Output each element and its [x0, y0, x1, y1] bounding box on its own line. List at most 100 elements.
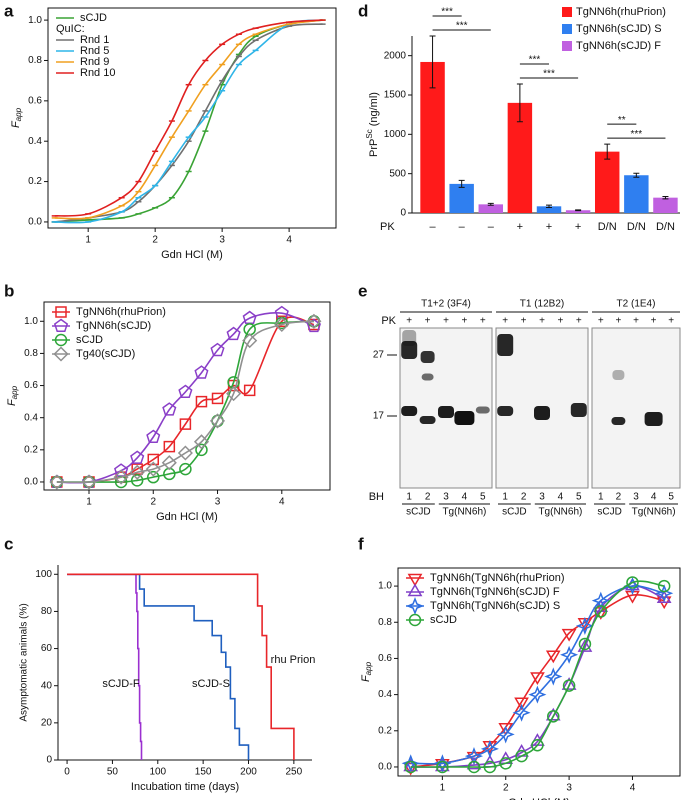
- marker: [146, 429, 161, 443]
- pk-label: +: [633, 316, 639, 327]
- y-tick-label: 1.0: [28, 15, 42, 26]
- error-bar: [633, 172, 640, 178]
- legend-label: Rnd 5: [80, 45, 109, 57]
- marker: [306, 313, 322, 329]
- legend-swatch: [562, 7, 572, 17]
- panel-letter: c: [4, 534, 13, 553]
- significance-label: **: [618, 115, 626, 126]
- fit-line: [56, 320, 314, 483]
- marker: [496, 725, 515, 744]
- band: [420, 351, 435, 363]
- band: [454, 411, 475, 425]
- band: [497, 406, 514, 416]
- marker: [161, 455, 177, 471]
- x-tick-label: +: [575, 221, 581, 233]
- marker: [515, 749, 528, 763]
- survival-line: [67, 573, 143, 760]
- y-tick-label: 0.8: [24, 348, 38, 359]
- marker: [407, 583, 423, 597]
- series-label: sCJD-F: [102, 678, 140, 690]
- y-tick-label: 0.2: [28, 176, 42, 187]
- band: [475, 406, 490, 414]
- x-tick-label: 4: [286, 235, 292, 246]
- marker: [179, 418, 192, 430]
- marker: [274, 316, 290, 333]
- group-label: Tg(NN6h): [442, 507, 486, 518]
- legend-label: Tg40(sCJD): [76, 348, 135, 360]
- error-bar: [662, 195, 669, 200]
- lane-row-label: BH: [369, 491, 384, 503]
- marker: [499, 757, 512, 770]
- y-tick-label: 1.0: [24, 316, 38, 327]
- survival-line: [67, 573, 250, 760]
- x-tick-label: 1: [85, 235, 91, 246]
- pk-label: +: [461, 316, 467, 327]
- y-axis-label: Asymptomatic animals (%): [19, 603, 30, 721]
- y-axis-label: Fapp: [6, 385, 19, 406]
- y-tick-label: 40: [41, 680, 53, 691]
- x-tick-label: 2: [503, 783, 509, 794]
- survival-line: [67, 573, 295, 760]
- pk-label: +: [539, 316, 545, 327]
- x-axis-label: Gdn HCl (M): [508, 797, 570, 800]
- marker: [561, 628, 577, 642]
- plot-frame: [43, 301, 331, 491]
- pk-label: +: [521, 316, 527, 327]
- marker: [147, 470, 160, 484]
- blot-panel: [591, 327, 681, 489]
- marker: [242, 333, 258, 349]
- marker: [562, 679, 576, 692]
- lane-label: 5: [576, 492, 582, 503]
- bar: [624, 175, 649, 213]
- band: [401, 341, 418, 359]
- y-axis-label: Fapp: [360, 661, 373, 682]
- y-tick-label: 1500: [384, 90, 407, 101]
- lane-label: 2: [616, 492, 622, 503]
- marker: [545, 650, 561, 664]
- legend-note: QuIC:: [56, 23, 85, 35]
- error-bar: [458, 179, 465, 188]
- significance-label: ***: [456, 21, 468, 32]
- y-tick-label: 1.0: [378, 581, 392, 592]
- marker: [178, 384, 193, 398]
- x-tick-label: 4: [279, 497, 285, 508]
- marker: [547, 710, 560, 723]
- fit-line: [410, 585, 665, 765]
- y-label-main: PrP: [368, 139, 380, 157]
- marker: [145, 461, 161, 477]
- y-tick-label: 80: [41, 606, 53, 617]
- lane-label: 5: [668, 492, 674, 503]
- marker: [594, 605, 608, 618]
- bar: [594, 151, 620, 213]
- marker: [657, 579, 671, 593]
- error-bar: [487, 202, 494, 206]
- marker: [464, 747, 484, 766]
- legend-label: TgNN6h(sCJD): [76, 320, 151, 332]
- error-bar: [429, 35, 436, 89]
- lane-label: 5: [480, 492, 486, 503]
- marker: [561, 677, 577, 690]
- plot-frame: [397, 567, 681, 777]
- marker: [194, 365, 209, 379]
- group-label: Tg(NN6h): [632, 507, 676, 518]
- y-tick-label: 0.6: [28, 95, 42, 106]
- lane-label: 4: [462, 492, 468, 503]
- lane-label: 3: [539, 492, 545, 503]
- lane-label: 4: [558, 492, 564, 503]
- x-tick-label: 250: [286, 767, 303, 778]
- band: [570, 403, 587, 417]
- y-tick-label: 1000: [384, 129, 407, 140]
- marker: [514, 697, 529, 711]
- significance-label: ***: [630, 129, 642, 140]
- marker: [210, 342, 225, 357]
- marker: [656, 590, 672, 603]
- lane-label: 1: [406, 492, 412, 503]
- size-marker-label: 17: [373, 411, 385, 422]
- y-tick-label: 0.0: [378, 762, 392, 773]
- y-tick-label: 0.4: [24, 412, 38, 423]
- marker: [113, 469, 129, 485]
- legend-label: TgNN6h(TgNN6h(sCJD) S: [430, 600, 560, 612]
- band: [644, 412, 663, 426]
- lane-label: 3: [443, 492, 449, 503]
- y-tick-label: 0.6: [378, 653, 392, 664]
